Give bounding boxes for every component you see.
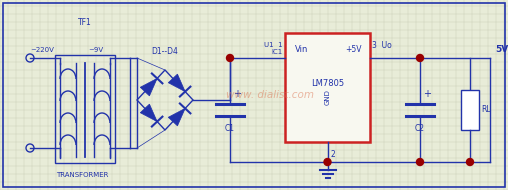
Circle shape bbox=[324, 158, 331, 165]
Text: C2: C2 bbox=[415, 124, 425, 133]
Text: IC1: IC1 bbox=[272, 49, 283, 55]
Text: +: + bbox=[233, 89, 241, 99]
Text: +5V: +5V bbox=[345, 45, 362, 54]
Text: ~9V: ~9V bbox=[88, 47, 104, 53]
Text: D1--D4: D1--D4 bbox=[151, 47, 178, 56]
Text: ~220V: ~220V bbox=[30, 47, 54, 53]
Text: RL: RL bbox=[481, 105, 491, 115]
Polygon shape bbox=[168, 74, 185, 92]
Circle shape bbox=[417, 158, 424, 165]
Text: www. dialist.com: www. dialist.com bbox=[226, 90, 314, 100]
Bar bbox=[55, 55, 115, 163]
Polygon shape bbox=[140, 78, 157, 96]
Text: LM7805: LM7805 bbox=[311, 79, 344, 88]
Text: GND: GND bbox=[325, 89, 331, 105]
Bar bbox=[285, 33, 370, 142]
Text: 2: 2 bbox=[331, 150, 335, 159]
Text: U1  1: U1 1 bbox=[264, 42, 283, 48]
Text: +: + bbox=[423, 89, 431, 99]
Text: 3  Uo: 3 Uo bbox=[372, 41, 392, 50]
Circle shape bbox=[466, 158, 473, 165]
Text: TRANSFORMER: TRANSFORMER bbox=[56, 172, 108, 178]
Text: TF1: TF1 bbox=[78, 18, 92, 27]
Bar bbox=[461, 90, 479, 130]
Text: C1: C1 bbox=[225, 124, 235, 133]
Circle shape bbox=[417, 55, 424, 62]
Polygon shape bbox=[168, 108, 185, 126]
Text: Vin: Vin bbox=[295, 45, 308, 54]
Polygon shape bbox=[140, 104, 157, 122]
Text: 5V: 5V bbox=[495, 45, 508, 54]
Circle shape bbox=[227, 55, 234, 62]
